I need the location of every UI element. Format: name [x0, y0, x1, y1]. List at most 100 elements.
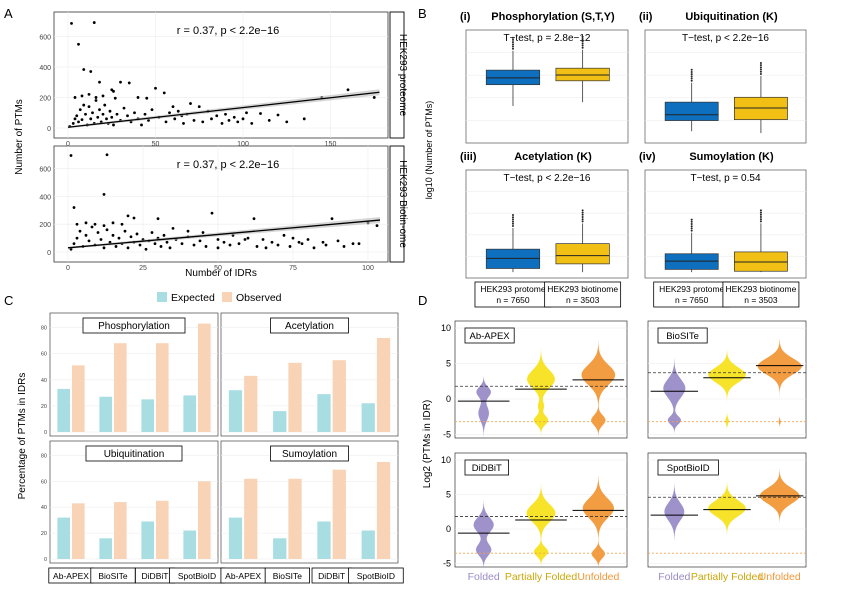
c-bar [99, 538, 112, 559]
a-data-point [154, 86, 157, 90]
c-bar [57, 517, 70, 559]
a-data-point [120, 222, 124, 226]
b-outlier-point [581, 209, 584, 212]
c-bar [332, 469, 346, 559]
b-outlier-point [581, 211, 584, 214]
a-data-point [245, 111, 248, 115]
d-facet-title: DiDBiT [472, 463, 502, 474]
a-data-point [346, 88, 350, 92]
a-data-point [140, 123, 143, 127]
a-y-tick-label: 400 [39, 65, 51, 72]
b-x-label-line1: HEK293 protome [659, 284, 724, 294]
panel-a-scatter: Number of PTMs Number of IDRs 0 200 400 600 0 5… [14, 11, 408, 279]
c-bar [72, 365, 85, 432]
c-bar [228, 390, 243, 432]
a-data-point [171, 105, 175, 109]
a-data-point [216, 238, 220, 241]
a-y-tick-label: 200 [39, 95, 51, 102]
b-outlier-point [511, 225, 514, 227]
d-x-label: Partially Folded [505, 571, 578, 583]
a-data-point [186, 229, 190, 233]
c-bar [183, 395, 196, 432]
c-x-label: BioSITe [98, 571, 128, 581]
a-x-axis-label: Number of IDRs [185, 268, 257, 279]
c-x-label: DiDBiT [318, 571, 345, 581]
a-data-point [192, 118, 196, 122]
c-facet-title: Phosphorylation [98, 321, 170, 332]
c-bar [141, 521, 154, 559]
b-outlier-point [581, 40, 584, 43]
b-outlier-point [759, 68, 762, 71]
b-facet-label: (iv) [639, 151, 656, 163]
c-bar [183, 530, 196, 559]
b-x-label-box [474, 281, 552, 308]
a-y-tick-label: 600 [39, 167, 51, 174]
a-data-point [78, 108, 82, 112]
a-data-point [162, 91, 166, 95]
a-data-point [94, 96, 98, 99]
a-x-tick-label: 50 [214, 265, 222, 272]
a-data-point [69, 154, 73, 157]
a-data-point [276, 113, 280, 117]
c-bar [376, 337, 391, 432]
a-data-point [84, 233, 88, 237]
a-data-point [372, 96, 376, 99]
d-violin [527, 348, 555, 436]
a-data-point [246, 236, 250, 240]
a-data-point [210, 117, 213, 121]
a-data-point [164, 120, 168, 124]
c-y-tick-label: 80 [41, 453, 47, 459]
a-data-point [145, 96, 149, 100]
a-data-point [321, 240, 325, 244]
a-data-point [204, 245, 208, 248]
a-data-point [110, 115, 114, 119]
a-data-point [82, 103, 86, 107]
a-data-point [270, 240, 274, 244]
d-violin [664, 481, 685, 542]
a-data-point [255, 245, 259, 248]
d-violin [526, 483, 556, 567]
a-data-point [89, 70, 93, 73]
c-bar [156, 343, 169, 432]
a-data-point [297, 240, 301, 244]
d-y-tick-label: -5 [443, 559, 451, 569]
a-data-point [102, 192, 106, 196]
a-data-point [89, 117, 93, 121]
c-bar [273, 411, 287, 432]
c-bar [288, 478, 302, 559]
c-bar [361, 403, 375, 432]
c-bar [332, 360, 346, 432]
a-data-point [236, 120, 240, 124]
d-facet-title: BioSITe [666, 331, 699, 342]
d-x-label: Unfolded [577, 571, 619, 583]
b-outlier-point [511, 214, 514, 216]
c-legend-swatch [222, 292, 232, 302]
a-data-point [123, 229, 127, 233]
a-data-point [276, 243, 280, 247]
a-plot-frame [53, 11, 389, 139]
d-x-label: Unfolded [759, 571, 801, 583]
c-y-tick-label: 80 [41, 326, 47, 332]
d-x-label: Folded [658, 571, 690, 583]
a-data-point [342, 245, 346, 248]
b-x-label-box [722, 281, 800, 308]
d-facet-title-box [464, 327, 515, 344]
b-outlier-point [581, 46, 584, 49]
d-y-tick-label: 0 [446, 394, 451, 404]
a-data-point [96, 115, 100, 119]
c-bar [141, 399, 154, 432]
b-x-label-box [544, 281, 622, 308]
b-x-label-line1: HEK293 protome [480, 284, 545, 294]
a-data-point [133, 111, 136, 115]
a-data-point [210, 211, 214, 215]
a-data-point [101, 112, 105, 116]
b-test-annotation: T−test, p = 0.54 [690, 173, 760, 184]
c-legend-swatch [157, 292, 167, 302]
a-data-point [150, 108, 154, 112]
a-data-point [108, 109, 112, 113]
d-facet-title: Ab-APEX [470, 331, 511, 342]
a-data-point [126, 214, 130, 218]
a-data-point [114, 245, 118, 248]
b-outlier-point [511, 220, 514, 223]
c-y-tick-label: 20 [41, 404, 47, 410]
